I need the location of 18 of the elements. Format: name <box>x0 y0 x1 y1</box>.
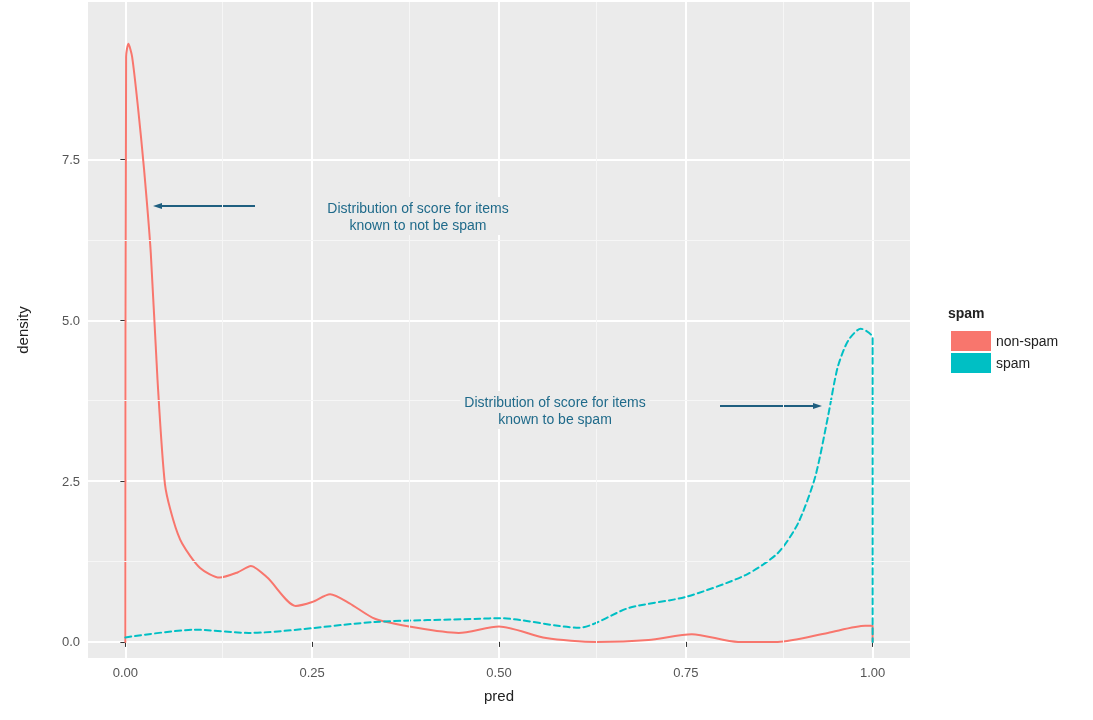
legend-label: non-spam <box>996 333 1059 349</box>
line-series <box>124 327 874 643</box>
y-axis-title: density <box>14 305 31 354</box>
x-tick-label: 0.75 <box>673 665 699 680</box>
x-tick-label: 0.00 <box>112 665 139 680</box>
line-series <box>124 42 874 643</box>
legend-title: spam <box>948 305 985 321</box>
x-tick-label: 1.00 <box>859 665 886 680</box>
y-tick-label: 0.0 <box>61 634 80 650</box>
annotation: Distribution of score for items known to be spam <box>464 393 646 427</box>
y-tick-label: 2.5 <box>61 473 80 489</box>
x-tick-label: 0.25 <box>299 665 325 680</box>
y-tick-label: 5.0 <box>61 312 80 328</box>
y-tick-label: 7.5 <box>61 152 80 168</box>
annotation: Distribution of score for items known to not be spam <box>327 199 509 233</box>
x-tick-label: 0.50 <box>486 665 512 680</box>
legend-label: spam <box>996 355 1031 371</box>
x-axis-title: pred <box>483 687 515 704</box>
